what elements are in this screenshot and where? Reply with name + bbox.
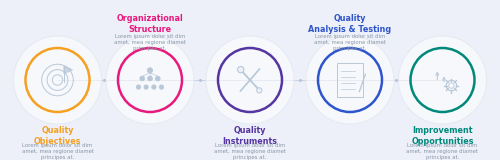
- Text: Lorem ipsum dolor sit dim
amet, mea regione diamet
principes at.: Lorem ipsum dolor sit dim amet, mea regi…: [114, 34, 186, 51]
- Text: Organizational
Structure: Organizational Structure: [116, 14, 184, 34]
- Circle shape: [148, 76, 152, 81]
- Circle shape: [256, 88, 262, 93]
- Circle shape: [148, 68, 152, 73]
- Circle shape: [152, 85, 156, 89]
- Circle shape: [160, 85, 164, 89]
- Text: Lorem ipsum dolor sit dim
amet, mea regione diamet
principes at.: Lorem ipsum dolor sit dim amet, mea regi…: [406, 143, 478, 160]
- Text: Lorem ipsum dolor sit dim
amet, mea regione diamet
principes at.: Lorem ipsum dolor sit dim amet, mea regi…: [214, 143, 286, 160]
- Circle shape: [14, 36, 102, 124]
- Text: Improvement
Opportunities: Improvement Opportunities: [411, 126, 474, 146]
- Circle shape: [306, 36, 394, 124]
- Circle shape: [238, 66, 244, 73]
- Circle shape: [144, 85, 148, 89]
- Circle shape: [156, 76, 160, 81]
- Polygon shape: [64, 66, 72, 73]
- Text: Quality
Analysis & Testing: Quality Analysis & Testing: [308, 14, 392, 34]
- Text: Quality
Instruments: Quality Instruments: [222, 126, 278, 146]
- Text: Lorem ipsum dolor sit dim
amet, mea regione diamet
principes at.: Lorem ipsum dolor sit dim amet, mea regi…: [22, 143, 94, 160]
- Circle shape: [206, 36, 294, 124]
- Text: Quality
Objectives: Quality Objectives: [34, 126, 81, 146]
- Circle shape: [136, 85, 140, 89]
- Text: Lorem ipsum dolor sit dim
amet, mea regione diamet
principes at.: Lorem ipsum dolor sit dim amet, mea regi…: [314, 34, 386, 51]
- Circle shape: [106, 36, 194, 124]
- Circle shape: [140, 76, 144, 81]
- Circle shape: [398, 36, 486, 124]
